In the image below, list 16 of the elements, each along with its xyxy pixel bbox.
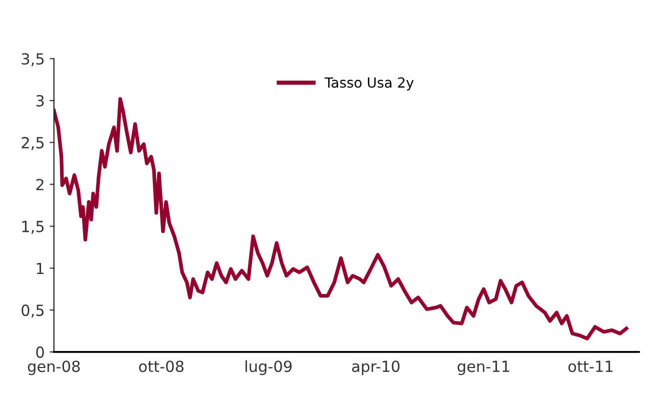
- x-tick-label: gen-08: [28, 360, 80, 376]
- y-tick-label: 2: [36, 178, 44, 190]
- y-tick-label: 0,5: [22, 304, 44, 318]
- x-tick-label: apr-10: [352, 360, 400, 376]
- x-tick-label: ott-08: [139, 360, 184, 372]
- legend-label: Tasso Usa 2y: [324, 77, 414, 90]
- y-tick-label: 1,5: [22, 220, 44, 234]
- line-series: [54, 97, 628, 340]
- y-tick-label: 1: [36, 262, 44, 274]
- x-tick-label: ott-11: [568, 360, 612, 372]
- x-tick-label: lug-09: [246, 360, 292, 376]
- y-tick-label: 3,5: [22, 53, 44, 66]
- y-tick-label: 3: [36, 95, 44, 107]
- x-tick-label: gen-11: [458, 360, 510, 376]
- y-tick-label: 2,5: [22, 136, 44, 150]
- y-tick-label: 0: [36, 346, 44, 358]
